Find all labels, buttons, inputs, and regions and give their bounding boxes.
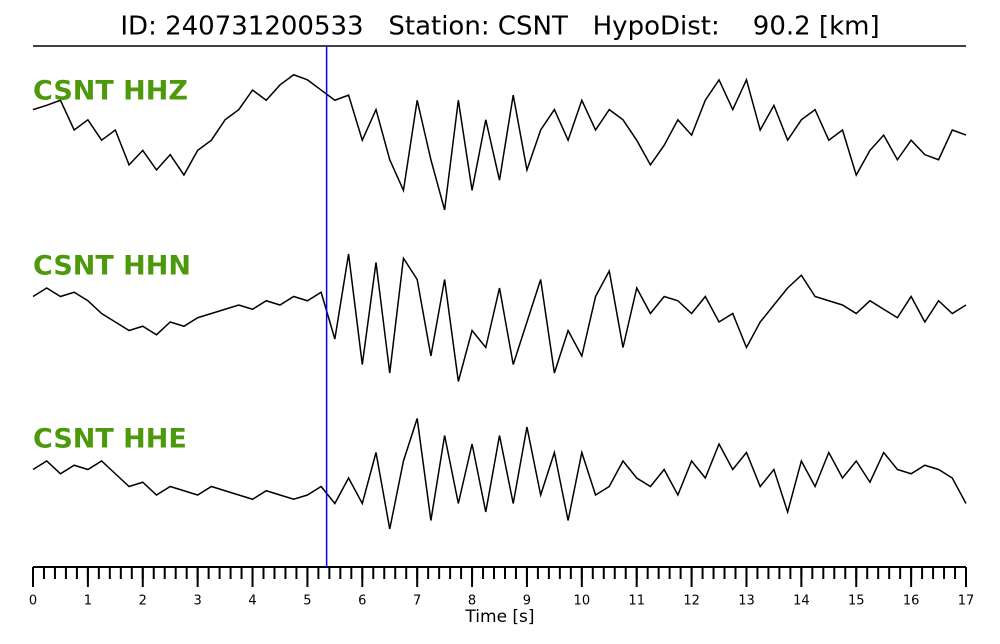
x-tick-label: 1 [84,594,92,609]
x-tick-label: 2 [139,594,147,609]
x-tick-label: 4 [248,594,256,609]
x-tick-label: 7 [413,594,421,609]
trace [32,418,967,530]
x-tick-label: 14 [793,594,810,609]
x-tick-label: 16 [903,594,920,609]
x-axis-label: Time [s] [464,607,534,627]
x-tick-label: 15 [848,594,865,609]
trace-label: CSNT HHN [33,251,191,282]
x-tick-label: 11 [628,594,645,609]
trace [32,253,967,382]
x-tick-label: 10 [574,594,591,609]
trace-label: CSNT HHZ [33,76,188,107]
x-tick-label: 0 [29,594,37,609]
x-tick-label: 13 [738,594,755,609]
x-tick-label: 12 [683,594,700,609]
trace [32,73,967,211]
chart-title: ID: 240731200533 Station: CSNT HypoDist:… [120,12,879,42]
x-tick-label: 8 [468,594,476,609]
x-tick-label: 17 [958,594,975,609]
x-tick-label: 5 [303,594,311,609]
x-tick-label: 9 [523,594,531,609]
trace-label: CSNT HHE [33,424,187,455]
x-tick-label: 6 [358,594,366,609]
x-tick-label: 3 [194,594,202,609]
